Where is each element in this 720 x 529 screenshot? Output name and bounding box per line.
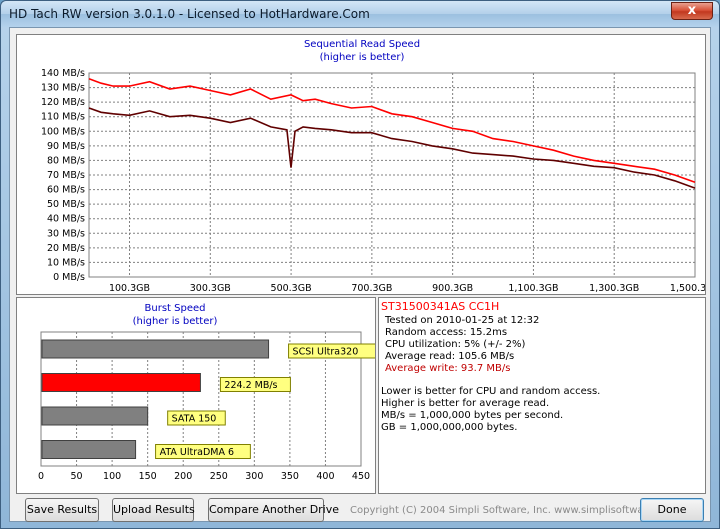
burst-bar: [41, 440, 137, 459]
burst-bar: [41, 406, 149, 426]
seq-x-tick-label: 1,100.3GB: [508, 283, 558, 294]
seq-chart-subtitle: (higher is better): [319, 52, 405, 63]
seq-y-tick-label: 60 MB/s: [47, 185, 85, 196]
seq-x-tick-label: 1,500.3GB: [670, 283, 705, 294]
save-results-button[interactable]: Save Results: [25, 498, 99, 522]
burst-bar-label: SATA 150: [172, 414, 217, 425]
random-access: Random access: 15.2ms: [385, 327, 508, 338]
burst-x-tick-label: 250: [210, 471, 228, 482]
sequential-read-chart: 0 MB/s 10 MB/s 20 MB/s 30 MB/s 40 MB/s 50 MB/…: [41, 68, 705, 294]
seq-y-tick-label: 140 MB/s: [41, 68, 85, 79]
burst-x-tick-label: 100: [103, 471, 121, 482]
seq-chart-title: Sequential Read Speed: [303, 39, 421, 50]
seq-y-tick-label: 130 MB/s: [41, 83, 85, 94]
burst-x-tick-label: 200: [174, 471, 192, 482]
seq-y-tick-label: 90 MB/s: [47, 141, 85, 152]
drive-info-panel: ST31500341AS CC1H Tested on 2010-01-25 a…: [378, 297, 706, 494]
drive-name: ST31500341AS CC1H: [381, 300, 500, 313]
burst-chart-subtitle: (higher is better): [132, 316, 218, 327]
burst-x-tick-label: 300: [245, 471, 263, 482]
average-read: Average read: 105.6 MB/s: [385, 351, 515, 362]
note-gb-definition: GB = 1,000,000,000 bytes.: [381, 422, 518, 433]
seq-x-tick-label: 900.3GB: [432, 283, 473, 294]
seq-y-tick-label: 70 MB/s: [47, 170, 85, 181]
seq-y-tick-label: 110 MB/s: [41, 112, 85, 123]
average-write: Average write: 93.7 MB/s: [385, 363, 511, 374]
seq-x-tick-label: 100.3GB: [109, 283, 150, 294]
sequential-read-panel: Sequential Read Speed (higher is better)…: [16, 34, 706, 295]
seq-series-line-dark: [88, 107, 696, 189]
burst-x-tick-label: 150: [139, 471, 157, 482]
burst-x-tick-label: 400: [316, 471, 334, 482]
window-title: HD Tach RW version 3.0.1.0 - Licensed to…: [9, 7, 370, 21]
seq-y-tick-label: 40 MB/s: [47, 214, 85, 225]
note-higher-better: Higher is better for average read.: [381, 398, 550, 409]
burst-x-tick-label: 350: [281, 471, 299, 482]
burst-bar-label-box: [167, 410, 226, 426]
seq-series-line-red: [88, 78, 696, 184]
note-mbs-definition: MB/s = 1,000,000 bytes per second.: [381, 410, 564, 421]
title-bar[interactable]: HD Tach RW version 3.0.1.0 - Licensed to…: [1, 1, 719, 27]
burst-bar: [41, 373, 201, 392]
seq-y-tick-label: 20 MB/s: [47, 243, 85, 254]
seq-y-tick-label: 120 MB/s: [41, 97, 85, 108]
burst-bar-label: 224.2 MB/s: [224, 380, 277, 391]
burst-speed-chart: 0 50 100 150 200 250 300 350 400 450 SCSI Ultra320…: [38, 331, 375, 482]
burst-bar: [41, 339, 270, 359]
burst-bar-label-box: [288, 343, 375, 359]
compare-drive-button[interactable]: Compare Another Drive: [208, 498, 339, 522]
burst-speed-panel: Burst Speed (higher is better) 0 50 100 150…: [16, 297, 376, 494]
seq-x-tick-label: 1,300.3GB: [589, 283, 639, 294]
cpu-utilization: CPU utilization: 5% (+/- 2%): [385, 339, 526, 350]
burst-x-tick-label: 0: [38, 471, 44, 482]
seq-y-tick-label: 0 MB/s: [53, 272, 85, 283]
seq-y-tick-label: 100 MB/s: [41, 126, 85, 137]
close-button[interactable]: x: [671, 2, 713, 20]
burst-x-tick-label: 450: [352, 471, 370, 482]
seq-x-tick-label: 300.3GB: [190, 283, 231, 294]
done-button[interactable]: Done: [640, 498, 704, 522]
burst-bar-label: ATA UltraDMA 6: [160, 447, 234, 458]
seq-plot-area: [88, 72, 696, 278]
copyright-text: Copyright (C) 2004 Simpli Software, Inc.…: [350, 505, 679, 516]
seq-y-tick-label: 80 MB/s: [47, 155, 85, 166]
burst-x-tick-label: 50: [71, 471, 83, 482]
seq-x-tick-label: 700.3GB: [351, 283, 392, 294]
test-date: Tested on 2010-01-25 at 12:32: [385, 315, 540, 326]
seq-x-tick-label: 500.3GB: [271, 283, 312, 294]
burst-chart-title: Burst Speed: [144, 303, 206, 314]
seq-y-tick-label: 30 MB/s: [47, 228, 85, 239]
burst-bar-label: SCSI Ultra320: [293, 347, 359, 358]
upload-results-button[interactable]: Upload Results: [112, 498, 195, 522]
burst-bar-label-box: [155, 444, 251, 459]
seq-y-tick-label: 10 MB/s: [47, 257, 85, 268]
note-lower-better: Lower is better for CPU and random acces…: [381, 386, 601, 397]
client-area: Sequential Read Speed (higher is better)…: [9, 27, 711, 522]
burst-bar-label-box: [219, 377, 291, 392]
seq-y-tick-label: 50 MB/s: [47, 199, 85, 210]
